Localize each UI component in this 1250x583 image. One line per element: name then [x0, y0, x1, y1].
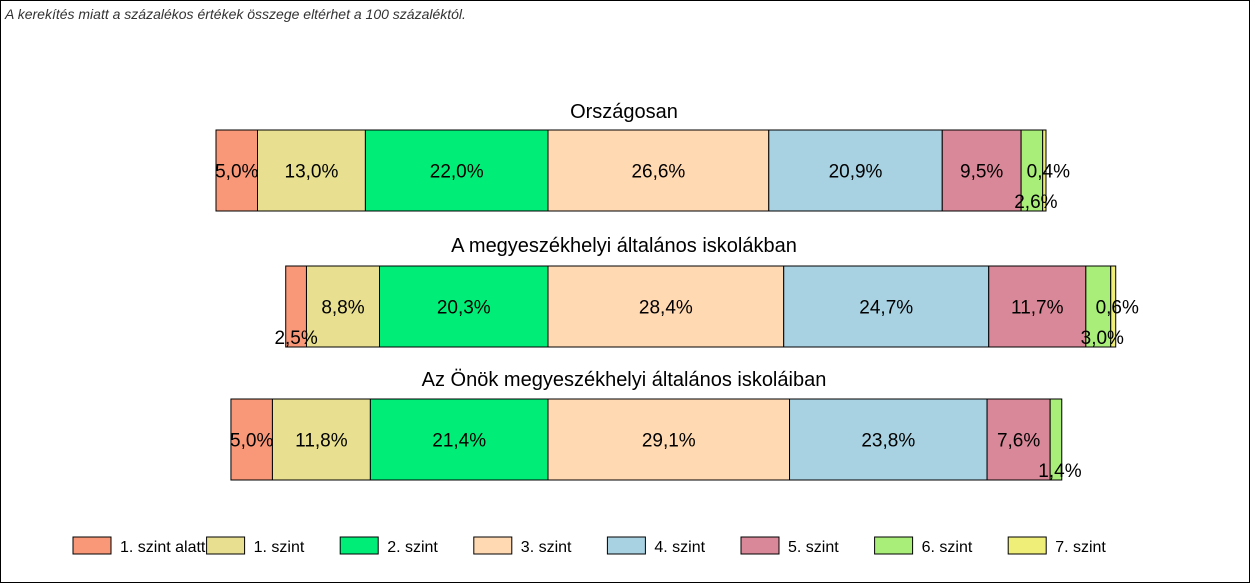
data-label: 2,6% [1014, 192, 1057, 213]
bar-segment [379, 265, 549, 348]
bar-segment [1085, 265, 1112, 348]
bar-group-title: Az Önök megyeszékhelyi általános iskolái… [422, 369, 827, 391]
data-label: 5,0% [230, 431, 273, 452]
bar-segment [1110, 265, 1117, 348]
data-label: 5,0% [215, 162, 258, 183]
bar-segment [941, 129, 1022, 212]
legend-label: 7. szint [1055, 539, 1106, 556]
data-label: 3,0% [1081, 328, 1124, 349]
legend-swatch [740, 536, 780, 555]
data-label: 2,5% [274, 328, 317, 349]
data-label: 28,4% [639, 298, 693, 319]
data-label: 1,4% [1038, 461, 1081, 482]
bar-segment [547, 398, 791, 481]
data-label: 21,4% [432, 431, 486, 452]
bar-segment [783, 265, 990, 348]
legend-label: 2. szint [387, 539, 438, 556]
legend-label: 5. szint [788, 539, 839, 556]
bar-segment [768, 129, 943, 212]
legend-swatch [874, 536, 914, 555]
data-label: 20,3% [437, 298, 491, 319]
bar-segment [1049, 398, 1063, 481]
bar-segment [547, 129, 770, 212]
data-label: 8,8% [321, 298, 364, 319]
bar-segment [1042, 129, 1047, 212]
data-label: 0,4% [1027, 162, 1070, 183]
bar-segment [369, 398, 549, 481]
legend-label: 6. szint [922, 539, 973, 556]
data-label: 13,0% [285, 162, 339, 183]
rounding-note: A kerekítés miatt a százalékos értékek ö… [5, 6, 466, 22]
data-label: 23,8% [861, 431, 915, 452]
data-label: 22,0% [430, 162, 484, 183]
legend-swatch [606, 536, 646, 555]
legend-swatch [339, 536, 379, 555]
bar-segment [789, 398, 988, 481]
data-label: 26,6% [631, 162, 685, 183]
bar-segment [986, 398, 1051, 481]
data-label: 7,6% [997, 431, 1040, 452]
legend-label: 1. szint [254, 539, 305, 556]
data-label: 24,7% [859, 298, 913, 319]
data-label: 0,6% [1096, 298, 1139, 319]
legend-swatch [72, 536, 112, 555]
bar-group-title: Országosan [570, 101, 678, 123]
data-label: 11,7% [1011, 298, 1064, 319]
legend-label: 4. szint [654, 539, 705, 556]
bar-segment [230, 398, 273, 481]
data-label: 29,1% [642, 431, 696, 452]
legend-label: 3. szint [521, 539, 572, 556]
bar-segment [257, 129, 366, 212]
bar-segment [547, 265, 785, 348]
data-label: 9,5% [960, 162, 1003, 183]
bar-group-title: A megyeszékhelyi általános iskolákban [451, 235, 797, 257]
legend-label: 1. szint alatti [120, 539, 209, 556]
data-label: 11,8% [295, 431, 348, 452]
legend-swatch [473, 536, 513, 555]
legend-swatch [206, 536, 246, 555]
data-label: 20,9% [829, 162, 883, 183]
legend-swatch [1007, 536, 1047, 555]
bar-segment [271, 398, 371, 481]
